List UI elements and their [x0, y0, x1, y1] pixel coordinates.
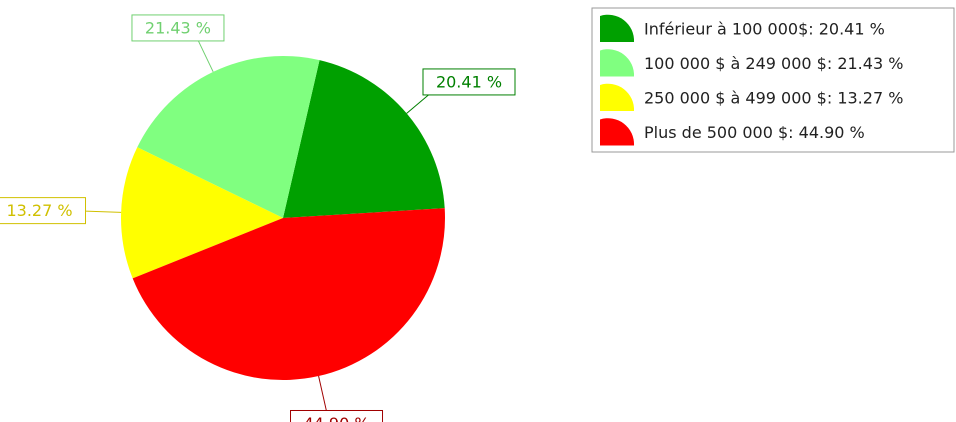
pie-slice — [121, 147, 284, 279]
pie-slice — [137, 56, 320, 219]
pie-slice — [132, 208, 445, 381]
legend-box — [591, 7, 955, 153]
legend-label: 100 000 $ à 249 000 $: 21.43 % — [644, 54, 903, 73]
legend-label: Inférieur à 100 000$: 20.41 % — [644, 20, 885, 39]
legend-label: 250 000 $ à 499 000 $: 13.27 % — [644, 89, 903, 108]
data-label: 21.43 % — [145, 18, 211, 37]
leader-line — [85, 210, 122, 213]
legend-swatch — [600, 118, 635, 146]
legend-swatch — [600, 83, 635, 111]
label-box — [290, 409, 384, 422]
label-box — [131, 14, 225, 42]
legend-label: Plus de 500 000 $: 44.90 % — [644, 123, 865, 142]
leader-line — [318, 375, 327, 411]
pie-slice — [283, 60, 445, 218]
legend-swatch — [600, 14, 635, 43]
data-label: 44.90 % — [303, 414, 369, 422]
leader-line — [197, 39, 214, 73]
legend-swatch — [600, 49, 635, 77]
label-box — [0, 197, 87, 225]
data-label: 13.27 % — [6, 201, 72, 220]
data-label: 20.41 % — [436, 72, 502, 91]
label-box — [422, 68, 516, 96]
